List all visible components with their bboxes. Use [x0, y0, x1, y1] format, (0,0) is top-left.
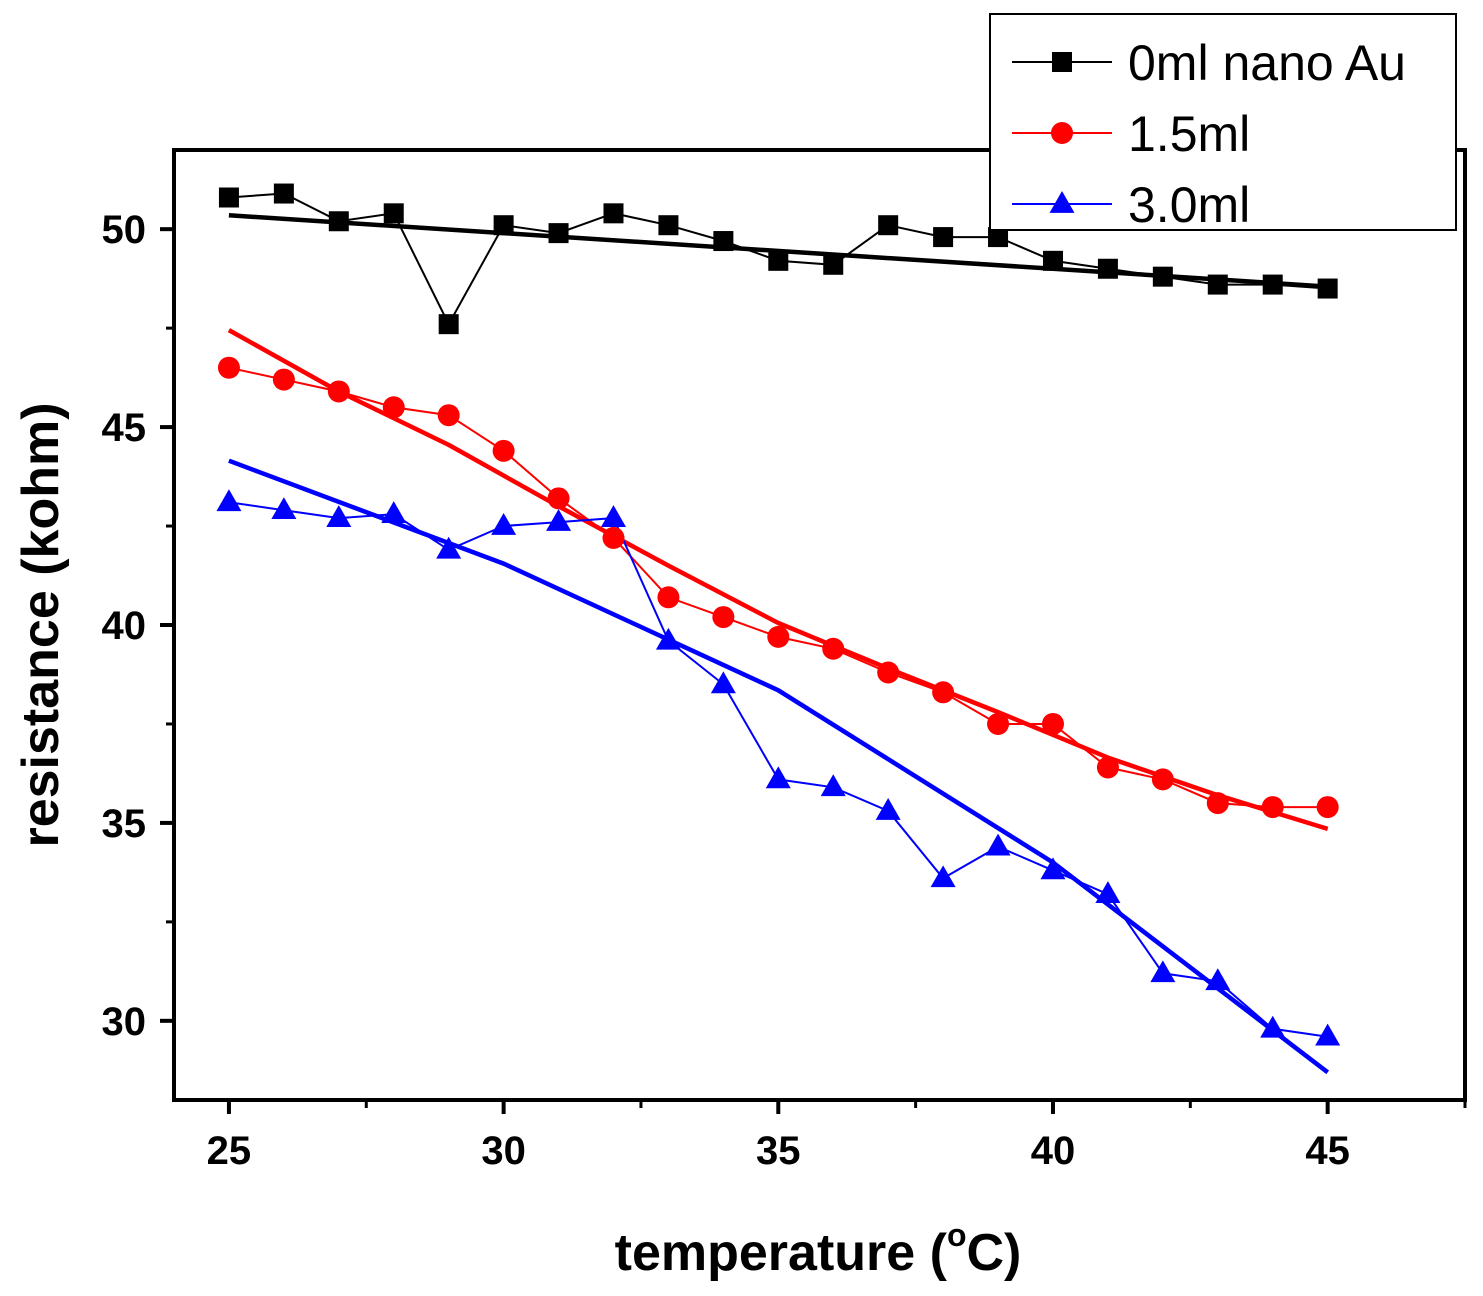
data-point-3-0ml — [1095, 881, 1121, 903]
x-axis-title-prefix: temperature ( — [615, 1224, 948, 1282]
data-point-3-0ml — [820, 774, 846, 797]
data-point-1-5ml — [877, 661, 900, 684]
data-point-0ml-nano-au — [1097, 258, 1118, 279]
legend-marker — [1051, 122, 1073, 144]
legend-marker — [1052, 52, 1072, 72]
legend: 0ml nano Au 1.5ml 3.0ml — [989, 13, 1457, 233]
data-point-3-0ml — [491, 513, 517, 535]
data-point-1-5ml — [1206, 792, 1229, 815]
data-point-3-0ml — [326, 505, 352, 527]
y-tick-label: 45 — [102, 406, 147, 450]
x-tick-label: 30 — [481, 1129, 526, 1173]
data-point-3-0ml — [1260, 1015, 1286, 1038]
y-tick-label: 40 — [102, 604, 147, 648]
legend-items: 0ml nano Au 1.5ml 3.0ml — [1012, 35, 1406, 233]
data-point-1-5ml — [657, 586, 680, 609]
x-tick-label: 35 — [756, 1129, 801, 1173]
data-point-0ml-nano-au — [1262, 274, 1283, 295]
data-point-0ml-nano-au — [988, 227, 1009, 248]
data-point-3-0ml — [1315, 1023, 1341, 1046]
data-point-3-0ml — [381, 501, 407, 523]
series-markers — [216, 183, 1341, 1046]
y-tick-label: 50 — [102, 208, 147, 252]
y-axis-title: resistance (kohm) — [12, 402, 70, 847]
y-tick-label: 30 — [102, 1000, 147, 1044]
legend-label: 0ml nano Au — [1128, 35, 1406, 91]
data-point-3-0ml — [436, 536, 462, 559]
data-point-1-5ml — [767, 625, 790, 648]
data-point-1-5ml — [217, 356, 240, 379]
data-point-1-5ml — [547, 487, 570, 510]
data-point-0ml-nano-au — [658, 215, 679, 236]
data-point-1-5ml — [382, 396, 405, 419]
legend-box — [989, 13, 1457, 231]
data-point-1-5ml — [1041, 712, 1064, 735]
data-point-3-0ml — [1150, 960, 1176, 983]
data-point-0ml-nano-au — [218, 187, 239, 208]
axis-ticks: 25 30 35 40 45 30 35 40 45 50 — [102, 208, 1467, 1173]
legend-label: 1.5ml — [1128, 106, 1250, 162]
data-point-1-5ml — [437, 404, 460, 427]
data-point-0ml-nano-au — [273, 183, 294, 204]
data-point-0ml-nano-au — [548, 223, 569, 244]
data-point-0ml-nano-au — [933, 227, 954, 248]
data-point-1-5ml — [272, 368, 295, 391]
data-point-3-0ml — [1205, 968, 1231, 991]
data-point-0ml-nano-au — [1207, 274, 1228, 295]
fit-line-1-5ml — [227, 328, 1329, 832]
data-point-3-0ml — [600, 505, 626, 527]
data-point-3-0ml — [875, 798, 901, 820]
data-point-1-5ml — [327, 380, 350, 403]
data-point-0ml-nano-au — [493, 215, 514, 236]
data-point-1-5ml — [602, 526, 625, 549]
data-point-3-0ml — [985, 833, 1011, 856]
data-point-0ml-nano-au — [878, 215, 899, 236]
data-point-0ml-nano-au — [1317, 278, 1338, 299]
data-point-3-0ml — [765, 766, 791, 789]
x-axis-title: temperature (oC) — [615, 1217, 1022, 1282]
data-point-0ml-nano-au — [383, 203, 404, 224]
data-point-0ml-nano-au — [328, 211, 349, 232]
x-axis-title-suffix: C) — [966, 1224, 1021, 1282]
data-point-1-5ml — [1096, 756, 1119, 779]
data-point-1-5ml — [712, 606, 735, 629]
data-point-3-0ml — [546, 509, 572, 531]
x-tick-label: 25 — [207, 1129, 252, 1173]
data-point-3-0ml — [655, 627, 681, 650]
data-point-0ml-nano-au — [1042, 250, 1063, 271]
data-point-0ml-nano-au — [438, 314, 459, 335]
fit-line-3-0ml — [228, 458, 1330, 1075]
data-point-3-0ml — [271, 497, 297, 520]
x-tick-label: 45 — [1305, 1129, 1350, 1173]
data-point-0ml-nano-au — [823, 254, 844, 275]
data-point-3-0ml — [216, 489, 242, 512]
data-point-0ml-nano-au — [603, 203, 624, 224]
data-point-1-5ml — [987, 712, 1010, 735]
data-point-0ml-nano-au — [1152, 266, 1173, 287]
data-point-3-0ml — [930, 865, 956, 888]
data-point-1-5ml — [822, 637, 845, 660]
legend-label: 3.0ml — [1128, 177, 1250, 233]
data-point-0ml-nano-au — [768, 250, 789, 271]
x-axis-title-degree: o — [947, 1217, 967, 1253]
data-point-1-5ml — [1316, 796, 1339, 819]
x-tick-label: 40 — [1031, 1129, 1076, 1173]
y-tick-label: 35 — [102, 802, 147, 846]
data-point-1-5ml — [1151, 768, 1174, 791]
legend-marker — [1049, 190, 1075, 213]
data-point-1-5ml — [492, 439, 515, 462]
data-point-0ml-nano-au — [713, 231, 734, 252]
data-point-3-0ml — [1040, 857, 1066, 880]
data-point-1-5ml — [932, 681, 955, 704]
data-point-3-0ml — [710, 671, 736, 694]
data-point-1-5ml — [1261, 796, 1284, 819]
